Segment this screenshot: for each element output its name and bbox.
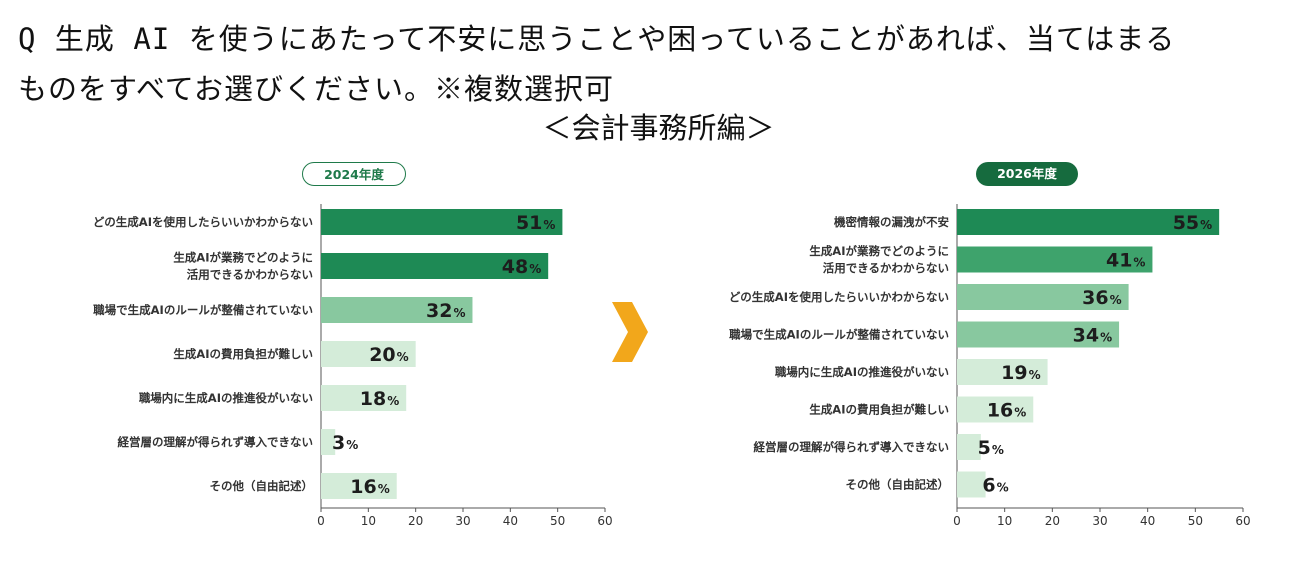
x-tick-label: 30	[1092, 514, 1107, 528]
value-label: 55	[1173, 212, 1199, 234]
x-tick-label: 20	[408, 514, 423, 528]
value-label: 48	[502, 256, 528, 278]
bar	[957, 396, 1034, 423]
bar	[321, 385, 407, 411]
percent-unit-label: %	[346, 438, 358, 452]
percent-unit-label: %	[997, 481, 1009, 495]
percent-unit-label: %	[992, 443, 1004, 457]
bar	[957, 471, 986, 498]
x-tick-label: 10	[361, 514, 376, 528]
category-label: 職場で生成AIのルールが整備されていない	[93, 303, 313, 317]
bar	[957, 359, 1048, 385]
question-line-1: Q 生成 AI を使うにあたって不安に思うことや困っていることがあれば、当てはま…	[18, 22, 1176, 56]
category-label: 経営層の理解が得られず導入できない	[118, 435, 314, 449]
category-label: 職場内に生成AIの推進役がいない	[139, 391, 313, 405]
year-badge-2024: 2024年度	[302, 162, 406, 186]
percent-unit-label: %	[1029, 368, 1041, 382]
bar	[321, 429, 336, 455]
percent-unit-label: %	[1200, 218, 1212, 232]
percent-unit-label: %	[543, 218, 555, 232]
category-label: その他（自由記述）	[846, 478, 950, 492]
percent-unit-label: %	[453, 306, 465, 320]
category-label: 機密情報の漏洩が不安	[834, 215, 949, 229]
chevron-right-icon	[612, 302, 648, 362]
value-label: 16	[350, 476, 376, 498]
value-label: 5	[978, 437, 991, 459]
percent-unit-label: %	[1100, 331, 1112, 345]
bar	[321, 209, 563, 235]
percent-unit-label: %	[529, 262, 541, 276]
category-label: 経営層の理解が得られず導入できない	[754, 440, 950, 454]
x-tick-label: 50	[550, 514, 565, 528]
value-label: 32	[426, 300, 452, 322]
x-tick-label: 20	[1045, 514, 1060, 528]
value-label: 34	[1073, 325, 1099, 347]
bar	[321, 341, 416, 367]
category-label: どの生成AIを使用したらいいかわからない	[93, 215, 313, 229]
bar	[321, 473, 397, 499]
value-label: 41	[1106, 250, 1132, 272]
category-label: 職場内に生成AIの推進役がいない	[775, 365, 949, 379]
value-label: 19	[1001, 362, 1027, 384]
x-tick-label: 30	[455, 514, 470, 528]
x-tick-label: 50	[1188, 514, 1203, 528]
value-label: 36	[1082, 287, 1108, 309]
percent-unit-label: %	[1110, 293, 1122, 307]
question-text: Q 生成 AI を使うにあたって不安に思うことや困っていることがあれば、当てはま…	[18, 14, 1288, 114]
category-label: 生成AIの費用負担が難しい	[173, 347, 313, 361]
percent-unit-label: %	[387, 394, 399, 408]
value-label: 3	[332, 432, 345, 454]
x-tick-label: 60	[1235, 514, 1250, 528]
x-tick-label: 0	[953, 514, 961, 528]
bar	[321, 297, 473, 323]
x-tick-label: 10	[997, 514, 1012, 528]
value-label: 20	[369, 344, 395, 366]
year-badge-2026: 2026年度	[976, 162, 1078, 186]
bar	[321, 253, 549, 279]
category-label: 生成AIが業務でどのように活用できるかわからない	[809, 244, 949, 275]
category-label: どの生成AIを使用したらいいかわからない	[729, 290, 949, 304]
category-label: その他（自由記述）	[210, 479, 314, 493]
question-line-2: ものをすべてお選びください。※複数選択可	[18, 72, 614, 106]
bar	[957, 284, 1129, 310]
category-label: 生成AIが業務でどのように活用できるかわからない	[173, 251, 313, 282]
x-tick-label: 40	[1140, 514, 1155, 528]
percent-unit-label: %	[378, 482, 390, 496]
value-label: 18	[360, 388, 386, 410]
percent-unit-label: %	[397, 350, 409, 364]
bar	[957, 434, 981, 460]
percent-unit-label: %	[1014, 406, 1026, 420]
value-label: 16	[987, 400, 1013, 422]
value-label: 6	[982, 475, 995, 497]
bar	[957, 246, 1153, 273]
category-label: 職場で生成AIのルールが整備されていない	[729, 328, 949, 342]
percent-unit-label: %	[1133, 256, 1145, 270]
value-label: 51	[516, 212, 542, 234]
category-label: 生成AIの費用負担が難しい	[809, 403, 949, 417]
x-tick-label: 0	[317, 514, 325, 528]
bar	[957, 321, 1120, 348]
bar	[957, 209, 1220, 235]
chart-subtitle: ＜会計事務所編＞	[542, 111, 775, 145]
x-tick-label: 40	[503, 514, 518, 528]
x-tick-label: 60	[597, 514, 612, 528]
